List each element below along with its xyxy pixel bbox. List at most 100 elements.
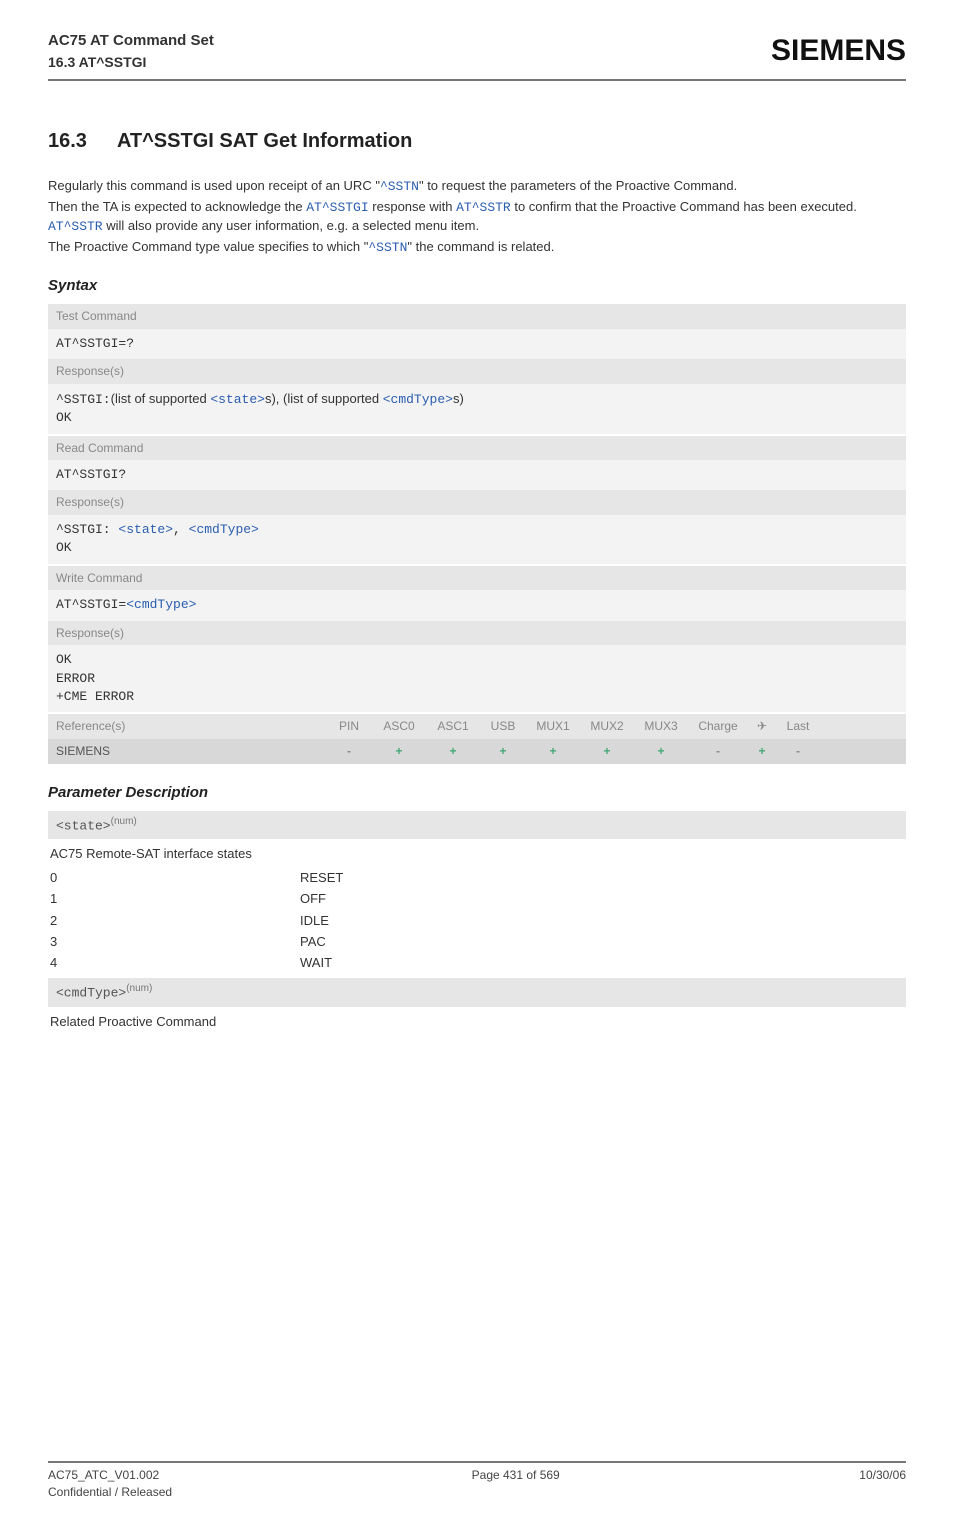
syntax-heading: Syntax: [48, 275, 906, 296]
col-airplane-icon: ✈: [748, 718, 776, 735]
col-last: Last: [776, 718, 820, 735]
state-row-4: 4WAIT: [50, 954, 906, 972]
text: response with: [369, 199, 456, 214]
param-state-sup: (num): [111, 816, 137, 827]
state-val: RESET: [300, 869, 343, 887]
write-response-body: OK ERROR +CME ERROR: [48, 645, 906, 712]
param-desc-heading: Parameter Description: [48, 782, 906, 803]
text: " the command is related.: [407, 239, 554, 254]
doc-subtitle: 16.3 AT^SSTGI: [48, 53, 214, 73]
text: (list of supported: [111, 391, 211, 406]
write-command-label: Write Command: [48, 566, 906, 591]
state-key: 3: [50, 933, 300, 951]
param-state-header: <state>(num): [48, 811, 906, 840]
val-usb: +: [480, 743, 526, 760]
intro-p2: Then the TA is expected to acknowledge t…: [48, 198, 906, 236]
cmdtype-param-link-2[interactable]: <cmdType>: [189, 522, 259, 537]
test-response-body: ^SSTGI:(list of supported <state>s), (li…: [48, 384, 906, 433]
val-asc1: +: [426, 743, 480, 760]
text: The Proactive Command type value specifi…: [48, 239, 368, 254]
text: s): [453, 391, 464, 406]
val-mux2: +: [580, 743, 634, 760]
text: s), (list of supported: [265, 391, 383, 406]
state-key: 2: [50, 912, 300, 930]
ok-text: OK: [56, 652, 72, 667]
col-pin: PIN: [326, 718, 372, 735]
col-mux1: MUX1: [526, 718, 580, 735]
reference-value-row: SIEMENS - + + + + + + - + -: [48, 739, 906, 764]
intro-text: Regularly this command is used upon rece…: [48, 177, 906, 258]
read-command-label: Read Command: [48, 436, 906, 461]
read-command-cmd: AT^SSTGI?: [48, 460, 906, 490]
cmdtype-param-link-3[interactable]: <cmdType>: [126, 597, 196, 612]
text: ^SSTGI:: [56, 392, 111, 407]
text: to confirm that the Proactive Command ha…: [511, 199, 857, 214]
siemens-logo: SIEMENS: [771, 30, 906, 72]
section-title-text: AT^SSTGI SAT Get Information: [117, 127, 412, 155]
text: " to request the parameters of the Proac…: [419, 178, 737, 193]
ok-text: OK: [56, 410, 72, 425]
val-last: -: [776, 743, 820, 760]
vendor-name: SIEMENS: [56, 743, 326, 760]
write-command-block: Write Command AT^SSTGI=<cmdType> Respons…: [48, 566, 906, 712]
col-usb: USB: [480, 718, 526, 735]
footer-confidential: Confidential / Released: [48, 1484, 172, 1501]
text: ,: [173, 522, 189, 537]
state-val: PAC: [300, 933, 326, 951]
read-response-body: ^SSTGI: <state>, <cmdType> OK: [48, 515, 906, 563]
val-mux3: +: [634, 743, 688, 760]
test-command-block: Test Command AT^SSTGI=? Response(s) ^SST…: [48, 304, 906, 433]
col-mux3: MUX3: [634, 718, 688, 735]
cme-error-text: +CME ERROR: [56, 689, 134, 704]
read-command-block: Read Command AT^SSTGI? Response(s) ^SSTG…: [48, 436, 906, 564]
section-heading: 16.3 AT^SSTGI SAT Get Information: [48, 127, 906, 155]
footer-version: AC75_ATC_V01.002: [48, 1467, 172, 1484]
state-key: 0: [50, 869, 300, 887]
param-cmdtype-name: <cmdType>: [56, 986, 126, 1001]
param-cmdtype-header: <cmdType>(num): [48, 978, 906, 1007]
text: Then the TA is expected to acknowledge t…: [48, 199, 306, 214]
text: ^SSTGI:: [56, 522, 118, 537]
val-pin: -: [326, 743, 372, 760]
state-key: 4: [50, 954, 300, 972]
state-param-link[interactable]: <state>: [210, 392, 265, 407]
cmdtype-param-link[interactable]: <cmdType>: [383, 392, 453, 407]
param-cmdtype-sup: (num): [126, 983, 152, 994]
val-asc0: +: [372, 743, 426, 760]
text: will also provide any user information, …: [103, 218, 479, 233]
header-left: AC75 AT Command Set 16.3 AT^SSTGI: [48, 30, 214, 73]
intro-p3: The Proactive Command type value specifi…: [48, 238, 906, 257]
footer-left: AC75_ATC_V01.002 Confidential / Released: [48, 1467, 172, 1501]
col-asc1: ASC1: [426, 718, 480, 735]
state-param-link-2[interactable]: <state>: [118, 522, 173, 537]
reference-table: Reference(s) PIN ASC0 ASC1 USB MUX1 MUX2…: [48, 714, 906, 764]
footer-date: 10/30/06: [859, 1467, 906, 1501]
state-val: IDLE: [300, 912, 329, 930]
write-response-label: Response(s): [48, 621, 906, 646]
text: Regularly this command is used upon rece…: [48, 178, 380, 193]
test-response-label: Response(s): [48, 359, 906, 384]
state-val: OFF: [300, 890, 326, 908]
section-number: 16.3: [48, 127, 87, 155]
error-text: ERROR: [56, 671, 95, 686]
state-key: 1: [50, 890, 300, 908]
test-command-label: Test Command: [48, 304, 906, 329]
at-sstr-link[interactable]: AT^SSTR: [456, 200, 511, 215]
state-row-3: 3PAC: [50, 933, 906, 951]
state-row-1: 1OFF: [50, 890, 906, 908]
intro-p1: Regularly this command is used upon rece…: [48, 177, 906, 196]
val-airplane: +: [748, 743, 776, 760]
val-charge: -: [688, 743, 748, 760]
state-val: WAIT: [300, 954, 332, 972]
reference-header-row: Reference(s) PIN ASC0 ASC1 USB MUX1 MUX2…: [48, 714, 906, 739]
at-sstr-link-2[interactable]: AT^SSTR: [48, 219, 103, 234]
sstn-link-2[interactable]: ^SSTN: [368, 240, 407, 255]
col-asc0: ASC0: [372, 718, 426, 735]
at-sstgi-link[interactable]: AT^SSTGI: [306, 200, 368, 215]
write-command-cmd: AT^SSTGI=<cmdType>: [48, 590, 906, 620]
param-state-note: AC75 Remote-SAT interface states: [50, 845, 906, 863]
sstn-link[interactable]: ^SSTN: [380, 179, 419, 194]
col-charge: Charge: [688, 718, 748, 735]
param-state-name: <state>: [56, 818, 111, 833]
text: AT^SSTGI=: [56, 597, 126, 612]
